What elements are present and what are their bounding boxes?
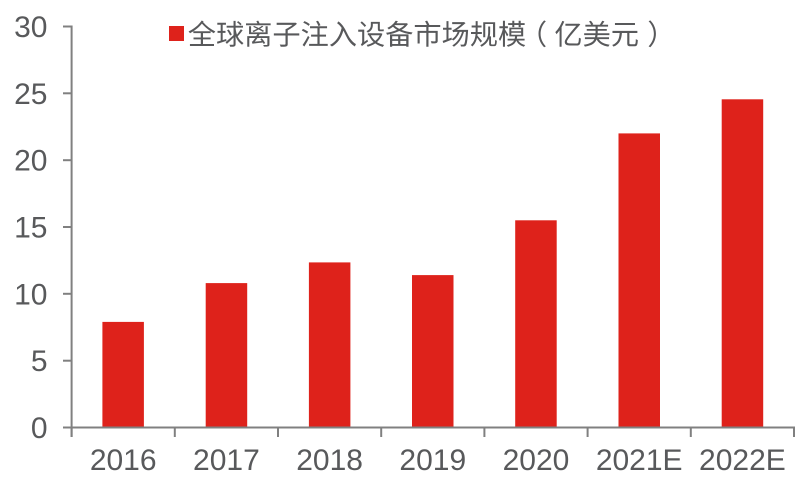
- svg-text:15: 15: [14, 212, 47, 245]
- svg-text:0: 0: [31, 412, 48, 445]
- svg-text:2021E: 2021E: [596, 444, 683, 477]
- svg-text:2018: 2018: [296, 444, 363, 477]
- svg-text:20: 20: [14, 145, 47, 178]
- svg-text:2016: 2016: [90, 444, 157, 477]
- svg-text:5: 5: [31, 345, 48, 378]
- svg-text:2017: 2017: [193, 444, 260, 477]
- svg-text:2022E: 2022E: [699, 444, 786, 477]
- svg-text:10: 10: [14, 278, 47, 311]
- svg-text:2020: 2020: [503, 444, 570, 477]
- svg-text:25: 25: [14, 78, 47, 111]
- svg-text:30: 30: [14, 11, 47, 44]
- svg-text:2019: 2019: [399, 444, 466, 477]
